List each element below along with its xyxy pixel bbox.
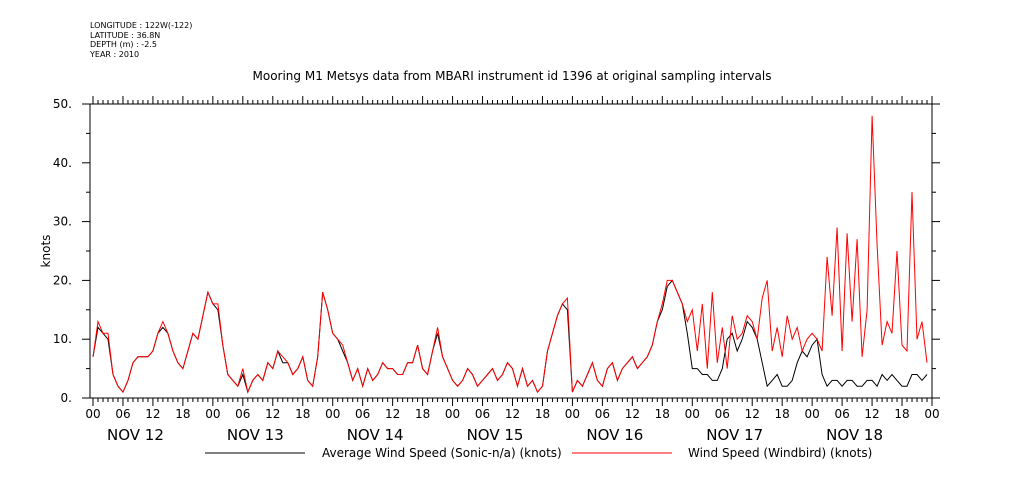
y-tick-label: 0. [61,391,72,405]
x-tick-label: 00 [205,407,220,421]
x-day-label: NOV 18 [826,426,883,444]
metadata-year: YEAR : 2010 [90,49,140,59]
x-tick-label: 00 [325,407,340,421]
x-tick-label: 18 [535,407,550,421]
x-tick-label: 18 [175,407,190,421]
x-tick-label: 18 [775,407,790,421]
x-tick-label: 12 [505,407,520,421]
x-tick-label: 12 [145,407,160,421]
x-tick-label: 00 [445,407,460,421]
x-tick-label: 00 [805,407,820,421]
x-tick-label: 12 [864,407,879,421]
x-axis-ticks [92,96,933,406]
x-tick-label: 18 [295,407,310,421]
y-tick-label: 20. [53,273,72,287]
y-tick-label: 10. [53,332,72,346]
x-tick-label: 12 [265,407,280,421]
x-tick-label: 12 [745,407,760,421]
x-tick-label: 06 [475,407,490,421]
x-tick-label: 12 [385,407,400,421]
x-tick-label: 06 [355,407,370,421]
x-axis-tick-labels: 00 06 12 18 00 06 12 18 00 06 12 18 00 06 12 18 00 06 12 18… [85,407,939,421]
x-day-label: NOV 17 [706,426,763,444]
x-tick-label: 06 [595,407,610,421]
x-tick-label: 06 [235,407,250,421]
series-line-wind-speed-windbird [92,115,928,394]
x-day-label: NOV 15 [467,426,524,444]
legend-label-average-wind-speed: Average Wind Speed (Sonic-n/a) (knots) [322,446,562,460]
metadata-depth: DEPTH (m) : -2.5 [90,40,157,49]
chart-title: Mooring M1 Metsys data from MBARI instru… [253,69,772,83]
x-tick-label: 06 [115,407,130,421]
x-tick-label: 00 [565,407,580,421]
legend: Average Wind Speed (Sonic-n/a) (knots) W… [205,446,872,460]
x-tick-label: 00 [85,407,100,421]
y-tick-label: 30. [53,215,72,229]
x-tick-label: 00 [685,407,700,421]
x-day-label: NOV 12 [107,426,164,444]
x-day-label: NOV 13 [227,426,284,444]
series-line-average-wind-speed [92,279,928,394]
x-day-label: NOV 16 [586,426,643,444]
y-axis-tick-labels: 0. 10. 20. 30. 40. 50. [53,97,72,405]
x-tick-label: 06 [715,407,730,421]
y-axis-ticks [82,103,940,399]
x-tick-label: 12 [625,407,640,421]
metadata-latitude: LATITUDE : 36.8N [90,30,161,40]
x-tick-label: 00 [924,407,939,421]
plot-frame [89,103,933,399]
x-day-label: NOV 14 [347,426,404,444]
x-tick-label: 18 [894,407,909,421]
y-axis-label: knots [39,235,53,268]
x-tick-label: 06 [834,407,849,421]
metadata-longitude: LONGITUDE : 122W(-122) [90,21,193,30]
legend-label-wind-speed-windbird: Wind Speed (Windbird) (knots) [688,446,872,460]
x-tick-label: 18 [415,407,430,421]
series-layer [92,115,928,394]
y-tick-label: 40. [53,156,72,170]
metadata-block: LONGITUDE : 122W(-122) LATITUDE : 36.8N … [90,21,192,59]
y-tick-label: 50. [53,97,72,111]
x-tick-label: 18 [655,407,670,421]
x-axis-day-labels: NOV 12 NOV 13 NOV 14 NOV 15 NOV 16 NOV 17 NOV … [107,426,883,444]
